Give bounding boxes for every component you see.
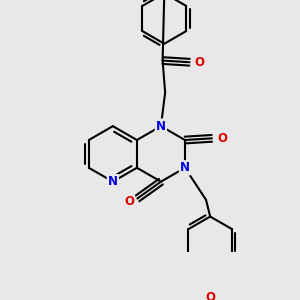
Text: N: N [180,161,190,174]
Text: N: N [156,120,166,133]
Text: O: O [205,291,215,300]
Text: N: N [108,175,118,188]
Text: O: O [217,132,227,145]
Text: O: O [124,195,134,208]
Text: O: O [195,56,205,69]
